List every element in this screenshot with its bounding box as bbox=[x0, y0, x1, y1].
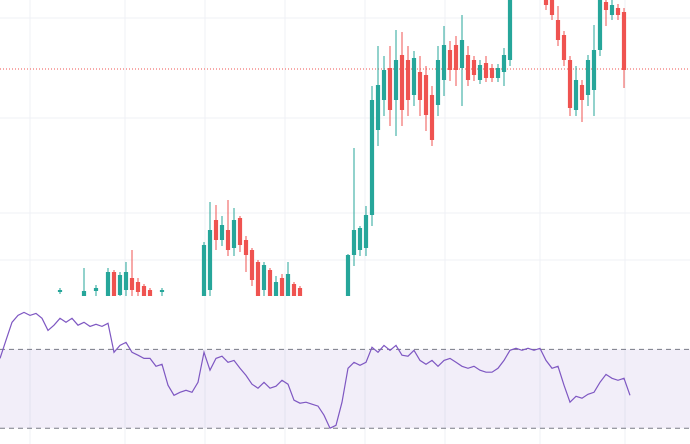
candle-body bbox=[273, 282, 279, 296]
candle-body bbox=[345, 255, 351, 296]
candle-body bbox=[351, 230, 357, 255]
candle-body bbox=[93, 288, 99, 291]
candle-body bbox=[255, 262, 261, 296]
candle-body bbox=[237, 218, 243, 245]
candle-body bbox=[243, 240, 249, 255]
candle-body bbox=[507, 0, 513, 60]
candle-body bbox=[561, 35, 567, 60]
candle-body bbox=[453, 45, 459, 70]
candle-body bbox=[291, 284, 297, 296]
candle-body bbox=[81, 291, 87, 296]
candle-body bbox=[57, 290, 63, 292]
candle-body bbox=[597, 0, 603, 50]
candle-body bbox=[123, 272, 129, 290]
candle-body bbox=[285, 274, 291, 296]
candle-body bbox=[435, 60, 441, 105]
candle-body bbox=[465, 55, 471, 80]
candle-body bbox=[111, 272, 117, 296]
candle-body bbox=[549, 0, 555, 15]
level-band bbox=[0, 349, 690, 429]
candle-body bbox=[357, 228, 363, 250]
candle-body bbox=[387, 68, 393, 110]
candle-body bbox=[429, 95, 435, 140]
candle-body bbox=[567, 60, 573, 108]
candle-body bbox=[219, 225, 225, 240]
candle-body bbox=[363, 215, 369, 248]
candle-body bbox=[129, 278, 135, 290]
candle-body bbox=[573, 80, 579, 110]
candle-body bbox=[555, 20, 561, 40]
candle-body bbox=[615, 8, 621, 15]
candle-body bbox=[225, 230, 231, 250]
candle-body bbox=[543, 0, 549, 5]
candle-body bbox=[399, 55, 405, 110]
candle-body bbox=[471, 60, 477, 75]
candle-body bbox=[621, 12, 627, 70]
candle-body bbox=[459, 40, 465, 68]
candle-body bbox=[213, 220, 219, 240]
rsi-line bbox=[0, 311, 631, 430]
candle-body bbox=[411, 58, 417, 95]
candle-body bbox=[501, 55, 507, 72]
candle-body bbox=[603, 2, 609, 10]
candle-body bbox=[249, 250, 255, 280]
candle-body bbox=[267, 270, 273, 296]
candle-body bbox=[579, 85, 585, 100]
candle-body bbox=[381, 70, 387, 100]
candle-body bbox=[423, 75, 429, 115]
candle-body bbox=[441, 45, 447, 80]
candle-body bbox=[141, 286, 147, 296]
candle-body bbox=[207, 230, 213, 290]
candle-body bbox=[495, 68, 501, 78]
price-pane bbox=[0, 0, 690, 296]
candle-body bbox=[417, 72, 423, 100]
candle-body bbox=[297, 288, 303, 296]
candle-body bbox=[369, 100, 375, 215]
rsi-pane bbox=[0, 311, 690, 430]
candle-body bbox=[261, 265, 267, 290]
candle-body bbox=[483, 63, 489, 78]
candle-body bbox=[477, 65, 483, 80]
candle-body bbox=[117, 275, 123, 295]
candle-body bbox=[231, 220, 237, 248]
candle-body bbox=[447, 50, 453, 70]
candle-body bbox=[405, 60, 411, 100]
candle-body bbox=[105, 272, 111, 296]
candle-body bbox=[135, 282, 141, 292]
candle-body bbox=[591, 50, 597, 90]
candle-body bbox=[375, 85, 381, 130]
candle-body bbox=[147, 290, 153, 296]
candle-body bbox=[279, 278, 285, 296]
candle-body bbox=[585, 60, 591, 95]
candle-body bbox=[201, 245, 207, 296]
candle-body bbox=[393, 60, 399, 100]
candle-body bbox=[489, 68, 495, 78]
candle-body bbox=[159, 290, 165, 292]
candle-body bbox=[609, 5, 615, 15]
